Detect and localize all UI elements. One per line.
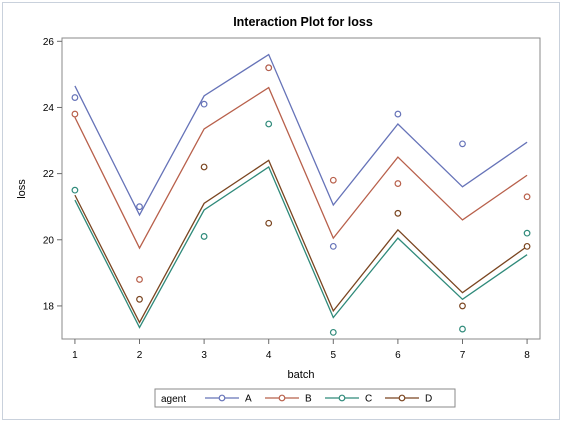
- data-point: [71, 94, 79, 101]
- x-tick-label: 6: [395, 350, 401, 361]
- series-line: [74, 53, 528, 217]
- data-point: [265, 64, 273, 72]
- legend-marker: [278, 394, 286, 402]
- series-line: [74, 159, 528, 324]
- series-B: [71, 64, 531, 283]
- data-point: [265, 120, 273, 128]
- y-tick-label: 24: [43, 103, 55, 114]
- series-line: [74, 86, 528, 250]
- chart-title: Interaction Plot for loss: [233, 15, 373, 29]
- legend-marker: [218, 394, 226, 402]
- data-point: [394, 209, 402, 217]
- legend-label: A: [245, 394, 252, 405]
- y-tick-label: 18: [43, 301, 55, 312]
- legend-marker: [338, 394, 346, 402]
- data-point: [329, 176, 337, 184]
- data-point: [459, 140, 466, 148]
- legend-title: agent: [161, 394, 186, 405]
- data-point: [136, 276, 143, 283]
- x-tick-label: 7: [460, 350, 466, 361]
- y-tick-label: 20: [43, 235, 55, 246]
- series-C: [71, 120, 531, 336]
- plot-area: [61, 37, 541, 340]
- y-tick-label: 26: [43, 37, 55, 48]
- x-tick-label: 8: [524, 350, 530, 361]
- data-point: [200, 233, 208, 240]
- legend-item-C: C: [325, 394, 372, 405]
- data-point: [200, 163, 208, 171]
- x-tick-label: 3: [201, 350, 207, 361]
- x-tick-label: 1: [72, 350, 78, 361]
- data-point: [523, 229, 531, 237]
- legend-label: B: [305, 394, 312, 405]
- x-tick-label: 5: [331, 350, 337, 361]
- data-point: [200, 100, 208, 108]
- data-point: [71, 186, 79, 194]
- series-D: [74, 159, 531, 324]
- data-point: [459, 325, 466, 333]
- data-point: [136, 295, 143, 303]
- data-point: [136, 203, 143, 211]
- legend-item-B: B: [265, 394, 312, 405]
- data-point: [329, 242, 337, 250]
- x-tick-label: 4: [266, 350, 272, 361]
- x-tick-label: 2: [137, 350, 143, 361]
- data-point: [459, 302, 466, 310]
- data-point: [71, 110, 79, 118]
- data-point: [265, 219, 273, 227]
- series-line: [74, 166, 528, 329]
- series-layer: [71, 53, 531, 336]
- y-axis: 18 20 22 24 26: [43, 37, 62, 312]
- legend-marker: [398, 394, 406, 402]
- x-axis: 1 2 3 4 5 6 7 8: [72, 339, 530, 361]
- legend-box: [154, 388, 456, 408]
- series-A: [71, 53, 528, 250]
- legend-item-D: D: [385, 394, 432, 405]
- data-point: [329, 328, 337, 336]
- legend-label: C: [365, 394, 372, 405]
- data-point: [394, 180, 402, 187]
- y-axis-label: loss: [16, 179, 28, 199]
- legend: agent A B C D: [154, 388, 456, 408]
- chart-frame: [2, 2, 560, 420]
- data-point: [394, 110, 402, 118]
- data-point: [523, 193, 531, 201]
- y-tick-label: 22: [43, 169, 55, 180]
- x-axis-label: batch: [288, 369, 315, 381]
- legend-label: D: [425, 394, 432, 405]
- legend-item-A: A: [205, 394, 252, 405]
- data-point: [523, 242, 531, 250]
